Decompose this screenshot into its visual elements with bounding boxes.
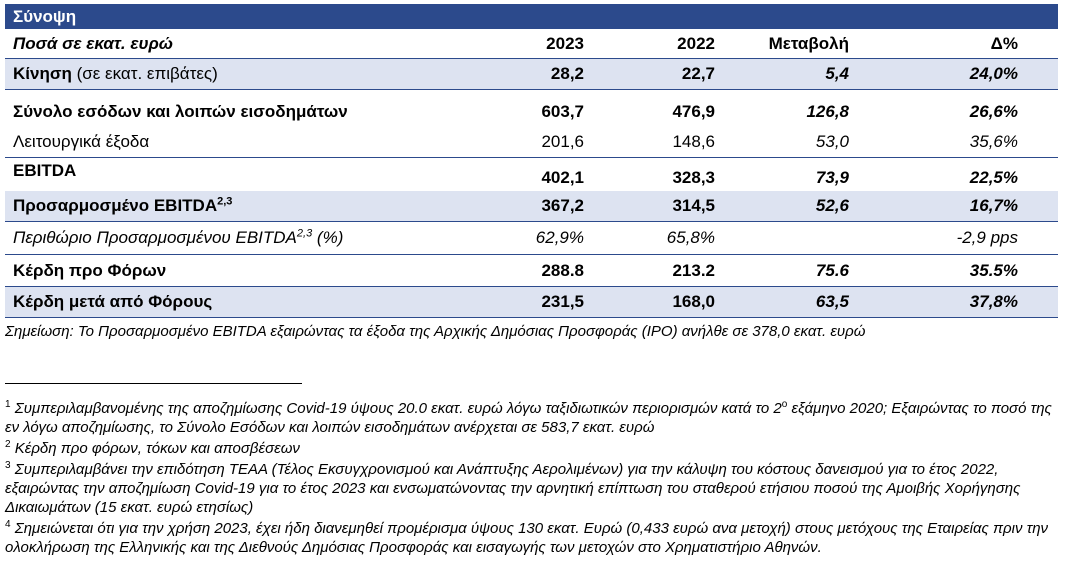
cell-2023: 28,2 xyxy=(480,58,590,90)
cell-2023: 603,7 xyxy=(541,102,584,121)
table-row: Κίνηση (σε εκατ. επιβάτες) 28,2 22,7 5,4… xyxy=(5,58,1058,90)
footnote-number: 4 xyxy=(5,519,11,530)
cell-change: 52,6 xyxy=(735,190,875,222)
footnote-text: Σημειώνεται ότι για την χρήση 2023, έχει… xyxy=(5,520,1049,556)
cell-2023: 367,2 xyxy=(480,190,590,222)
table-note: Σημείωση: Το Προσαρμοσμένο EBITDA εξαιρώ… xyxy=(5,323,866,340)
cell-2023: 62,9% xyxy=(480,221,590,255)
cell-2022: 328,3 xyxy=(672,167,715,187)
cell-2022: 148,6 xyxy=(590,126,735,158)
row-footnote-ref: 2,3 xyxy=(296,227,313,240)
footnote-3: 3 Συμπεριλαμβάνει την επιδότηση ΤΕΑΑ (Τέ… xyxy=(5,460,1065,517)
cell-pct: 35.5% xyxy=(875,254,1058,287)
header-change: Μεταβολή xyxy=(735,30,875,59)
cell-pct: -2,9 pps xyxy=(875,221,1058,255)
row-label: Σύνολο εσόδων και λοιπών εισοδημάτων xyxy=(13,102,348,121)
cell-2022: 476,9 xyxy=(672,102,715,121)
cell-pct: 24,0% xyxy=(875,58,1058,90)
cell-pct: 22,5% xyxy=(969,167,1018,187)
cell-2022: 65,8% xyxy=(590,221,735,255)
cell-change xyxy=(735,221,875,255)
footnote-1: 1 Συμπεριλαμβανομένης της αποζημίωσης Co… xyxy=(5,399,1065,437)
footnote-text: Συμπεριλαμβάνει την επιδότηση ΤΕΑΑ (Τέλο… xyxy=(5,461,1021,516)
row-label: EBITDA xyxy=(13,161,77,180)
cell-2023: 288.8 xyxy=(480,254,590,287)
footnote-text: Κέρδη προ φόρων, τόκων και αποσβέσεων xyxy=(14,440,300,457)
header-label: Ποσά σε εκατ. ευρώ xyxy=(5,30,480,59)
table-row: Κέρδη μετά από Φόρους 231,5 168,0 63,5 3… xyxy=(5,286,1058,318)
cell-change: 73,9 xyxy=(815,167,849,187)
cell-pct: 16,7% xyxy=(875,190,1058,222)
cell-2022: 314,5 xyxy=(590,190,735,222)
row-footnote-ref: 2,3 xyxy=(217,195,233,208)
table-row: EBITDA 402,1 328,3 73,9 22,5% xyxy=(5,158,1058,191)
footnote-divider xyxy=(5,383,302,384)
table-row: Σύνολο εσόδων και λοιπών εισοδημάτων 603… xyxy=(5,98,1058,127)
row-label: Κίνηση xyxy=(13,64,72,83)
footnote-2: 2 Κέρδη προ φόρων, τόκων και αποσβέσεων xyxy=(5,439,1065,458)
row-label: Περιθώριο Προσαρμοσμένου EBITDA xyxy=(13,228,297,247)
cell-2022: 213.2 xyxy=(590,254,735,287)
footnote-number: 1 xyxy=(5,399,11,410)
cell-pct: 26,6% xyxy=(969,102,1018,121)
header-row: Ποσά σε εκατ. ευρώ 2023 2022 Μεταβολή Δ% xyxy=(5,30,1058,59)
row-note: (σε εκατ. επιβάτες) xyxy=(76,64,218,83)
header-2023: 2023 xyxy=(480,30,590,59)
row-label-suffix: (%) xyxy=(312,228,344,247)
cell-change: 126,8 xyxy=(806,102,849,121)
cell-change: 5,4 xyxy=(735,58,875,90)
cell-2022: 22,7 xyxy=(590,58,735,90)
cell-2023: 231,5 xyxy=(480,286,590,318)
footnote-4: 4 Σημειώνεται ότι για την χρήση 2023, έχ… xyxy=(5,519,1065,557)
summary-table: Ποσά σε εκατ. ευρώ 2023 2022 Μεταβολή Δ%… xyxy=(5,30,1058,318)
cell-2022: 168,0 xyxy=(590,286,735,318)
table-row: Προσαρμοσμένο EBITDA2,3 367,2 314,5 52,6… xyxy=(5,190,1058,222)
table-row: Κέρδη προ Φόρων 288.8 213.2 75.6 35.5% xyxy=(5,254,1058,287)
cell-2023: 402,1 xyxy=(541,167,584,187)
footnotes: 1 Συμπεριλαμβανομένης της αποζημίωσης Co… xyxy=(5,399,1065,559)
footnote-text-cont: εξάμηνο 2020; Εξαιρώντας το ποσό της εν … xyxy=(5,400,1052,436)
row-label: Κέρδη προ Φόρων xyxy=(5,254,480,287)
cell-change: 63,5 xyxy=(735,286,875,318)
cell-change: 53,0 xyxy=(735,126,875,158)
cell-pct: 35,6% xyxy=(875,126,1058,158)
row-label: Λειτουργικά έξοδα xyxy=(5,126,480,158)
table-row: Περιθώριο Προσαρμοσμένου EBITDA2,3 (%) 6… xyxy=(5,221,1058,255)
cell-change: 75.6 xyxy=(735,254,875,287)
cell-2023: 201,6 xyxy=(480,126,590,158)
footnote-number: 2 xyxy=(5,439,11,450)
footnote-number: 3 xyxy=(5,460,11,471)
row-label: Κέρδη μετά από Φόρους xyxy=(5,286,480,318)
table-title: Σύνοψη xyxy=(5,4,1058,29)
header-2022: 2022 xyxy=(590,30,735,59)
row-label: Προσαρμοσμένο EBITDA xyxy=(13,195,218,215)
footnote-text: Συμπεριλαμβανομένης της αποζημίωσης Covi… xyxy=(14,400,782,417)
table-row: Λειτουργικά έξοδα 201,6 148,6 53,0 35,6% xyxy=(5,126,1058,158)
footnote-ordinal: ο xyxy=(781,399,788,410)
cell-pct: 37,8% xyxy=(875,286,1058,318)
header-pct: Δ% xyxy=(875,30,1058,59)
